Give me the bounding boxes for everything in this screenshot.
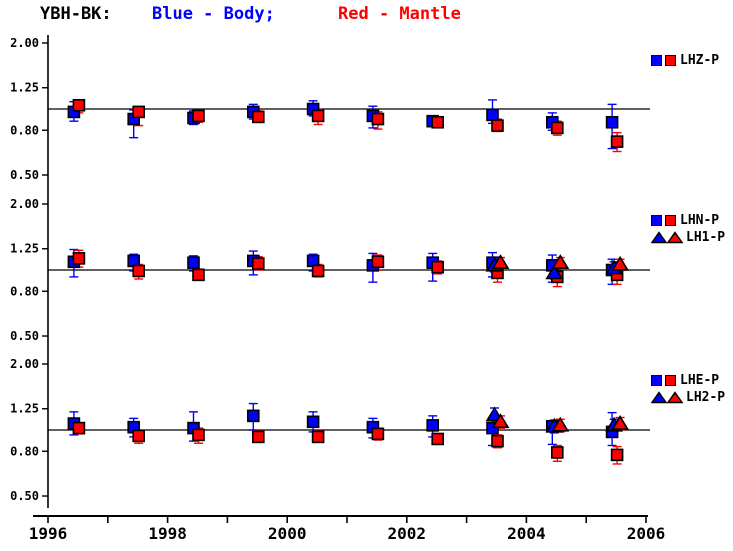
panel-LHZ-series-body-square-errorbars — [69, 99, 617, 150]
axes: 1996 1998 2000 2002 2004 2006 — [29, 35, 666, 543]
panel-LHN-series-body-square-errorbars — [69, 248, 617, 286]
legend-label: LHE-P — [680, 373, 720, 388]
mantle-square-icon — [665, 55, 676, 66]
y-tick-label: 2.00 — [10, 36, 39, 50]
y-tick-label: 0.80 — [10, 444, 39, 458]
panel-LHZ: 2.00 1.25 0.80 0.50 — [10, 36, 650, 182]
body-mantle-triangle-icons — [651, 231, 684, 244]
x-tick-label: 2004 — [507, 524, 546, 543]
panel-LHE: 2.00 1.25 0.80 0.50 — [10, 357, 650, 503]
legend-row-lh1-p: LH1-P — [651, 229, 725, 246]
mantle-square-icon — [665, 215, 676, 226]
y-tick-label: 1.25 — [10, 242, 39, 256]
y-tick-label: 1.25 — [10, 402, 39, 416]
x-tick-label: 1996 — [29, 524, 68, 543]
y-tick-label: 0.80 — [10, 123, 39, 137]
panel-LHN-series-mantle-square-markers — [72, 252, 624, 284]
legend-row-lhz-p: LHZ-P — [651, 52, 719, 69]
panel-LHE-series-body-square-markers — [67, 409, 619, 439]
x-tick-label: 2006 — [627, 524, 666, 543]
body-square-icon — [651, 215, 662, 226]
x-tick-label: 2002 — [388, 524, 427, 543]
legend-label: LH1-P — [686, 230, 726, 245]
x-tick-label: 1998 — [148, 524, 187, 543]
legend-row-lh2-p: LH2-P — [651, 389, 725, 406]
panel-LHN-series-mantle-square-errorbars — [74, 249, 622, 288]
y-tick-label: 2.00 — [10, 357, 39, 371]
y-tick-label: 1.25 — [10, 81, 39, 95]
body-square-icon — [651, 55, 662, 66]
title-body-label: Blue - Body; — [152, 4, 275, 24]
title-station: YBH-BK: — [40, 4, 112, 24]
y-tick-label: 0.50 — [10, 168, 39, 182]
mantle-square-icon — [665, 375, 676, 386]
legend-row-lhe-p: LHE-P — [651, 372, 725, 389]
x-tick-label: 2000 — [268, 524, 307, 543]
y-tick-label: 0.50 — [10, 489, 39, 503]
panel-LHE-series-body-square-errorbars — [69, 402, 617, 447]
panel-LHN: 2.00 1.25 0.80 0.50 — [10, 197, 650, 343]
title-mantle-label: Red - Mantle — [338, 4, 461, 24]
y-tick-label: 0.50 — [10, 329, 39, 343]
y-tick-label: 0.80 — [10, 284, 39, 298]
panel-LHE-series-mantle-square-markers — [72, 421, 624, 462]
panel-LHN-series-body-square-markers — [67, 254, 619, 277]
legend-row-lhn-p: LHN-P — [651, 212, 725, 229]
panel-LHZ-series-body-square-markers — [67, 102, 619, 129]
legend-label: LHZ-P — [680, 53, 720, 68]
panel-LHE-series-mantle-square-errorbars — [74, 421, 622, 465]
body-mantle-triangle-icons — [651, 391, 684, 404]
legend-label: LH2-P — [686, 390, 726, 405]
legend-lhz: LHZ-P — [651, 52, 719, 69]
panel-LHZ-series-mantle-square-markers — [72, 98, 624, 148]
body-square-icon — [651, 375, 662, 386]
legend-lhe: LHE-P LH2-P — [651, 372, 725, 406]
legend-lhn: LHN-P LH1-P — [651, 212, 725, 246]
panel-LHE-series-mantle-triangle-markers — [491, 413, 630, 432]
y-tick-label: 2.00 — [10, 197, 39, 211]
legend-label: LHN-P — [680, 213, 720, 228]
panel-LHN-series-mantle-triangle-markers — [491, 254, 630, 271]
